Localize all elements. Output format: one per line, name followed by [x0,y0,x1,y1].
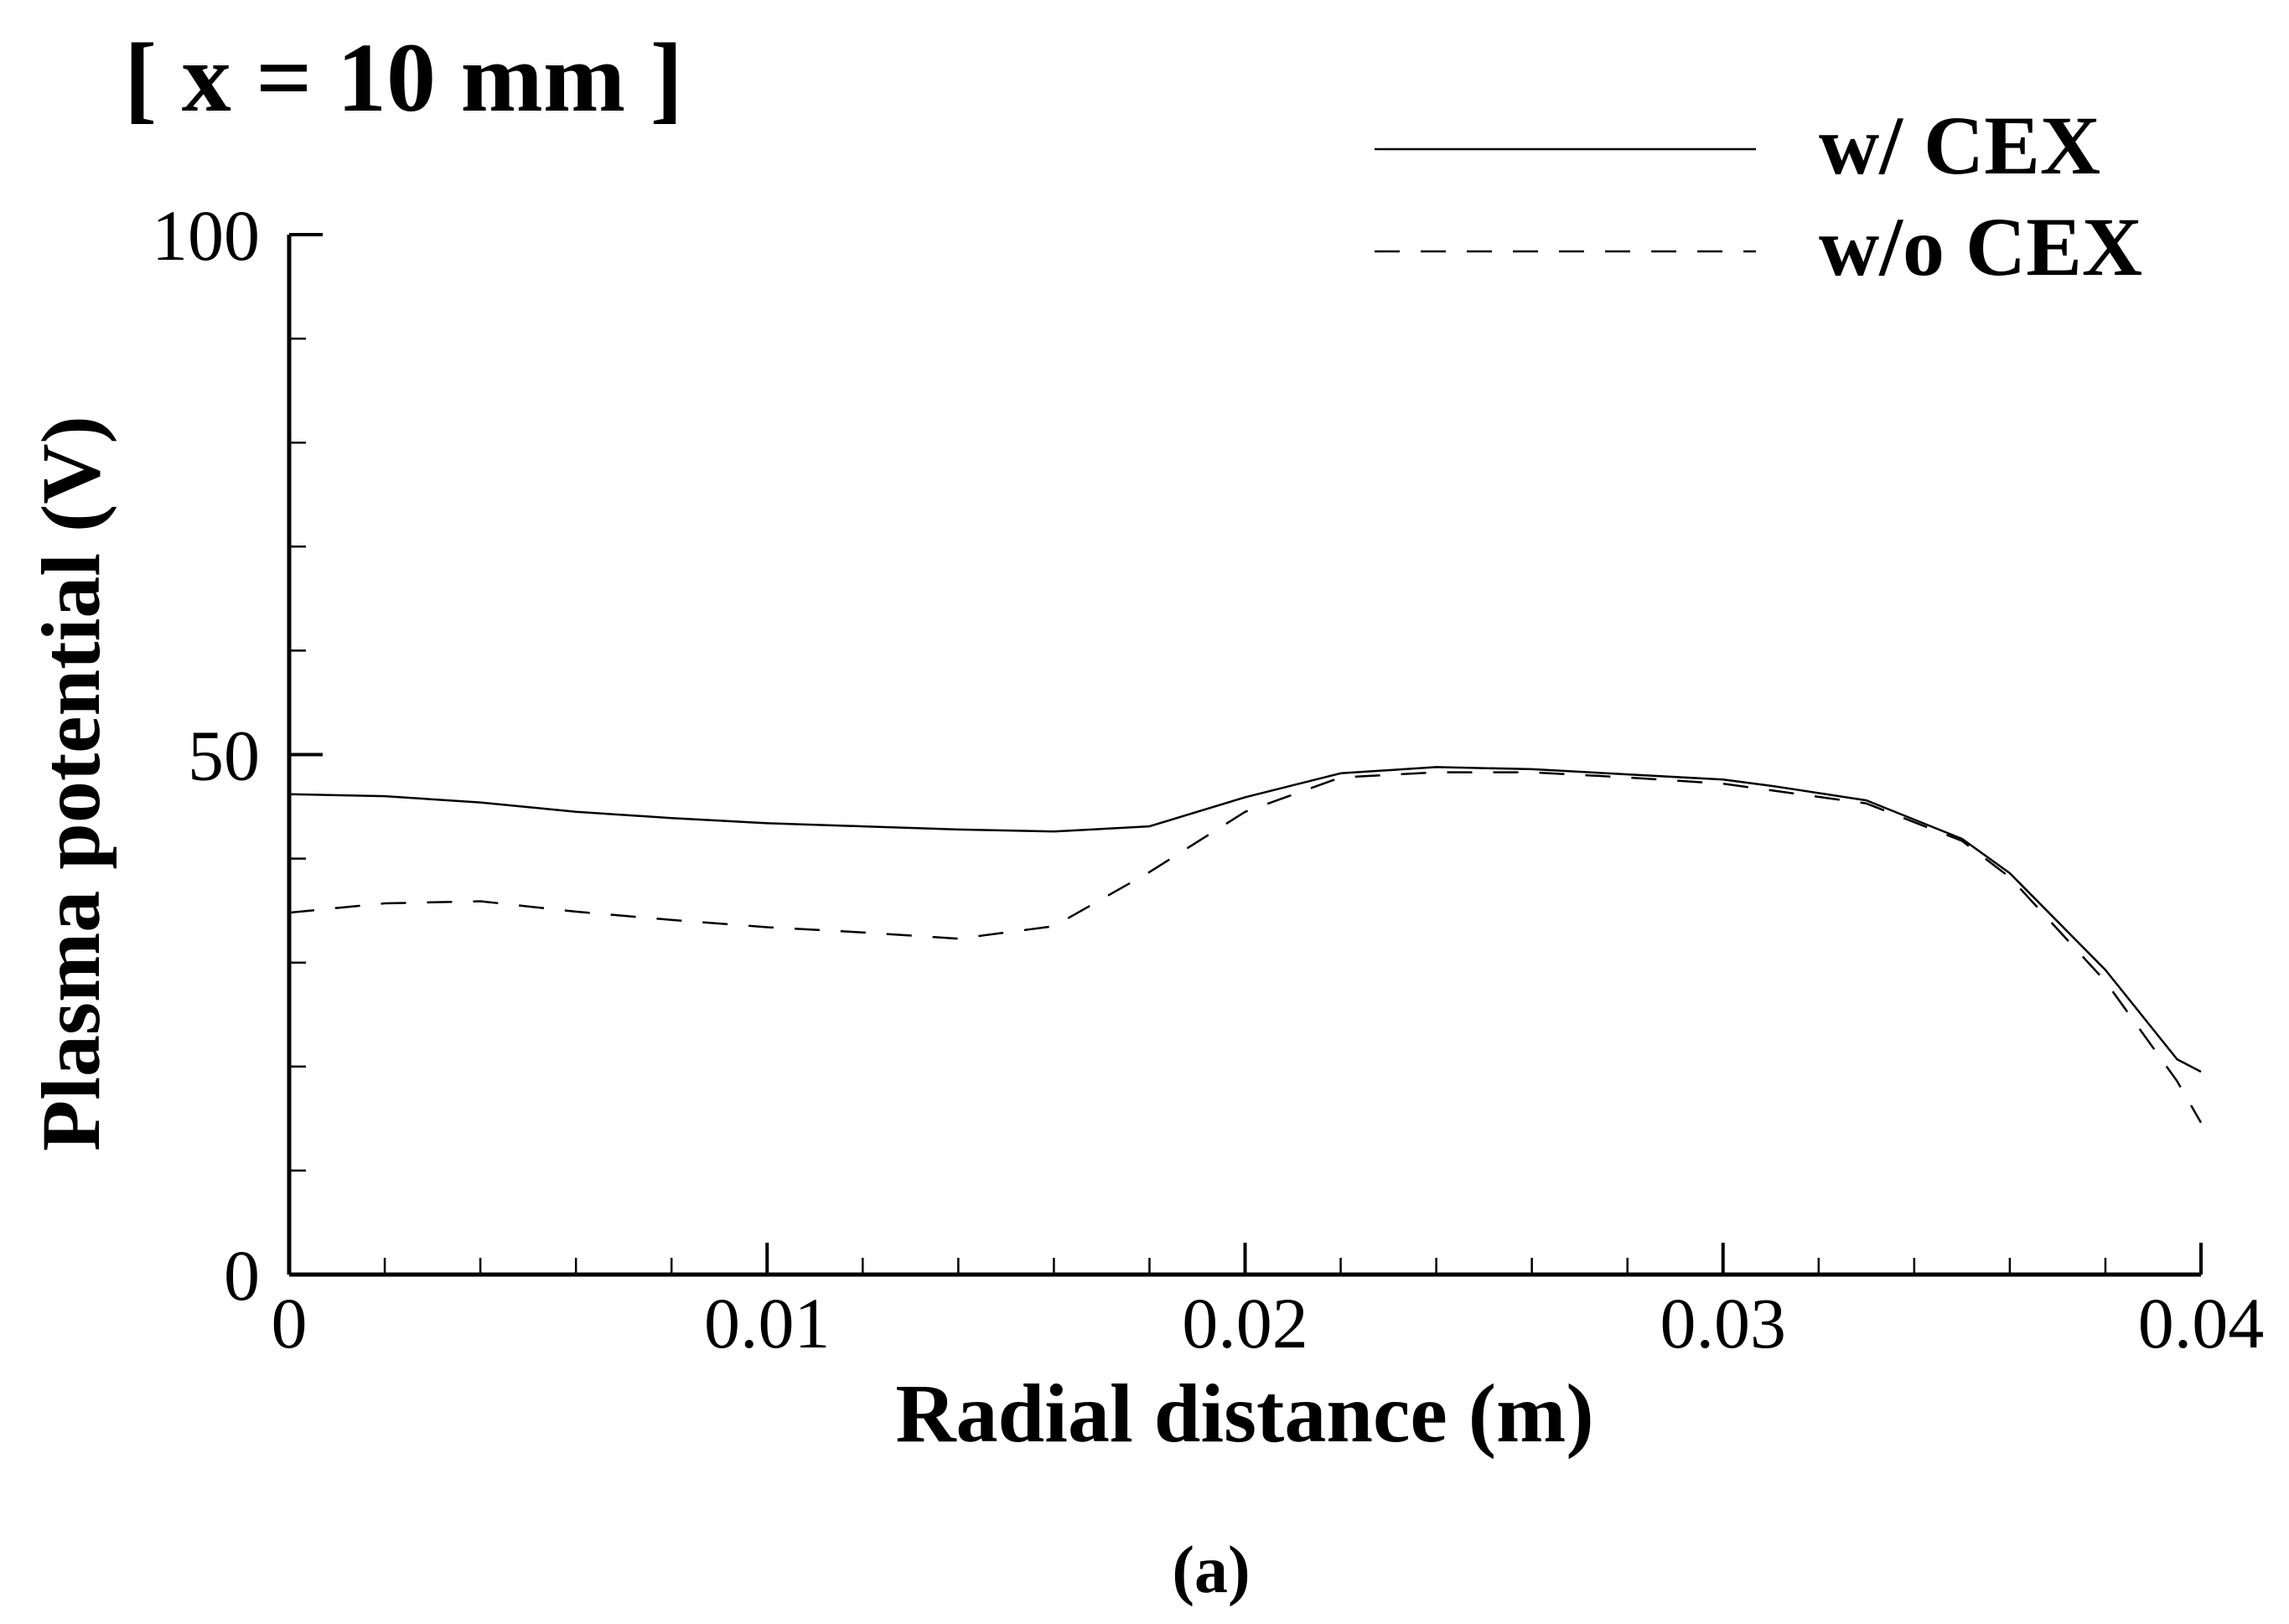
x-tick-label: 0.04 [2138,1283,2265,1363]
x-tick-label: 0.01 [704,1283,831,1363]
tick-labels: 0 0.01 0.02 0.03 0.04 0 50 100 [152,195,2264,1363]
y-tick-label: 0 [224,1235,260,1316]
x-tick-label: 0.03 [1660,1283,1787,1363]
x-tick-label: 0 [272,1283,308,1363]
series-line-w-o-cex [288,771,2203,1124]
axis-ticks [287,233,2203,1276]
chart-title: [ x = 10 mm ] [124,23,683,132]
figure-caption: (a) [1172,1533,1250,1607]
legend-label-w-cex: w/ CEX [1819,99,2100,192]
y-axis-title: Plasma potential (V) [24,416,117,1151]
y-tick-label: 50 [188,716,260,796]
legend-label-w-o-cex: w/o CEX [1819,200,2142,293]
x-tick-label: 0.02 [1182,1283,1308,1363]
x-axis-title: Radial distance (m) [895,1367,1593,1460]
legend: w/ CEX w/o CEX [1375,99,2142,293]
series-line-w-cex [288,766,2202,1073]
series-layer [288,766,2203,1124]
y-tick-label: 100 [152,195,260,276]
